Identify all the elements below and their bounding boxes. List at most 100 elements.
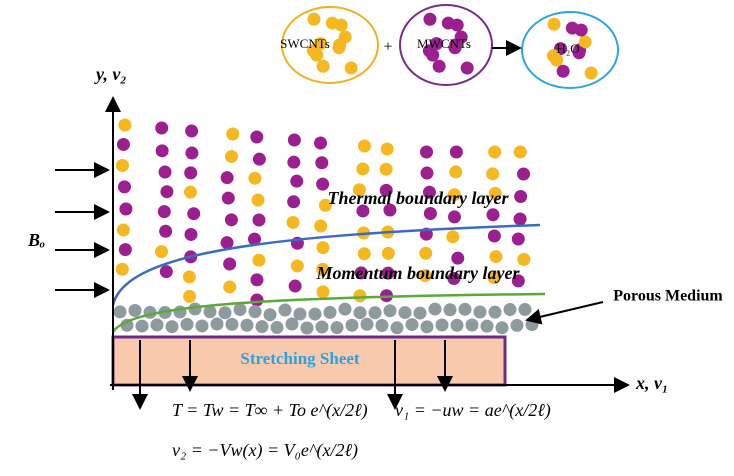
particle: [420, 146, 433, 159]
particle: [511, 319, 524, 332]
plus: +: [383, 39, 392, 56]
particle: [353, 289, 366, 302]
particle: [117, 138, 130, 151]
diagram: SWCNTs + MWCNTs H₂O y, v₂ x, v₁ Bₒ Therm…: [0, 0, 734, 471]
thermal-label: Thermal boundary layer: [327, 188, 509, 208]
particle: [361, 318, 374, 331]
particle: [183, 290, 196, 303]
particle: [358, 140, 371, 153]
particle: [356, 162, 369, 175]
mwcnt-label: MWCNTs: [417, 36, 471, 51]
particle: [333, 41, 346, 54]
particle: [155, 245, 168, 258]
particle: [183, 270, 196, 283]
particle: [256, 320, 269, 333]
particle: [339, 303, 352, 316]
particle: [451, 19, 464, 32]
particle: [316, 321, 329, 334]
porous-label: Porous Medium: [613, 288, 723, 305]
particle: [474, 305, 487, 318]
equation: T = Tw = T∞ + To e^(x/2ℓ): [172, 400, 368, 421]
particle: [414, 307, 427, 320]
particle: [585, 67, 598, 80]
particle: [514, 213, 527, 226]
particle: [486, 167, 499, 180]
particle: [307, 13, 320, 26]
particle: [211, 318, 224, 331]
particle: [369, 306, 382, 319]
particle: [181, 318, 194, 331]
particle: [423, 13, 436, 26]
particle: [419, 247, 432, 260]
particle: [287, 216, 300, 229]
particle: [406, 318, 419, 331]
particle: [156, 144, 169, 157]
particle: [466, 319, 479, 332]
particle: [294, 308, 307, 321]
particle: [481, 320, 494, 333]
swcnt-label: SWCNTs: [280, 36, 330, 51]
particle: [488, 146, 501, 159]
particle: [252, 254, 265, 267]
water-label: H₂O: [556, 41, 579, 56]
particle: [166, 320, 179, 333]
particle: [251, 194, 264, 207]
particle: [354, 306, 367, 319]
particle: [219, 306, 232, 319]
particle: [288, 134, 301, 147]
particle: [185, 147, 198, 160]
particle: [155, 122, 168, 135]
particle: [420, 167, 433, 180]
particle: [376, 319, 389, 332]
particle: [187, 207, 200, 220]
particle: [279, 304, 292, 317]
particle: [489, 250, 502, 263]
particle: [136, 320, 149, 333]
particle: [160, 185, 173, 198]
particle: [159, 225, 172, 238]
particle: [250, 273, 263, 286]
particle: [225, 150, 238, 163]
particle: [433, 60, 446, 73]
particle: [488, 230, 501, 243]
particle: [450, 146, 463, 159]
particle: [117, 223, 130, 236]
particle: [248, 172, 261, 185]
particle: [114, 305, 127, 318]
particle: [119, 202, 132, 215]
particle: [221, 171, 234, 184]
particle: [116, 263, 129, 276]
particle: [158, 205, 171, 218]
particle: [547, 18, 560, 31]
particle: [184, 228, 197, 241]
equation: v₁ = −uw = ae^(x/2ℓ): [395, 400, 551, 421]
momentum-label: Momentum boundary layer: [315, 263, 520, 283]
particle: [116, 159, 129, 172]
particle: [449, 165, 462, 178]
particle: [517, 168, 530, 181]
particle: [459, 303, 472, 316]
particle: [424, 207, 437, 220]
particles: [114, 13, 598, 335]
particle: [335, 19, 348, 32]
particle: [160, 265, 173, 278]
particle: [451, 319, 464, 332]
particle: [253, 153, 266, 166]
particle: [119, 243, 132, 256]
particle: [252, 213, 265, 226]
particle: [290, 175, 303, 188]
particle: [249, 305, 262, 318]
particle: [301, 321, 314, 334]
y-axis-label: y, v₂: [94, 64, 127, 84]
particle: [512, 232, 525, 245]
particle: [384, 304, 397, 317]
particle: [264, 308, 277, 321]
particle: [234, 303, 247, 316]
particle: [421, 320, 434, 333]
particle: [250, 293, 263, 306]
particle: [557, 65, 570, 78]
particle: [380, 163, 393, 176]
particle: [399, 306, 412, 319]
equation: v₂ = −Vw(x) = V₀e^(x/2ℓ): [172, 440, 358, 461]
particle: [271, 321, 284, 334]
